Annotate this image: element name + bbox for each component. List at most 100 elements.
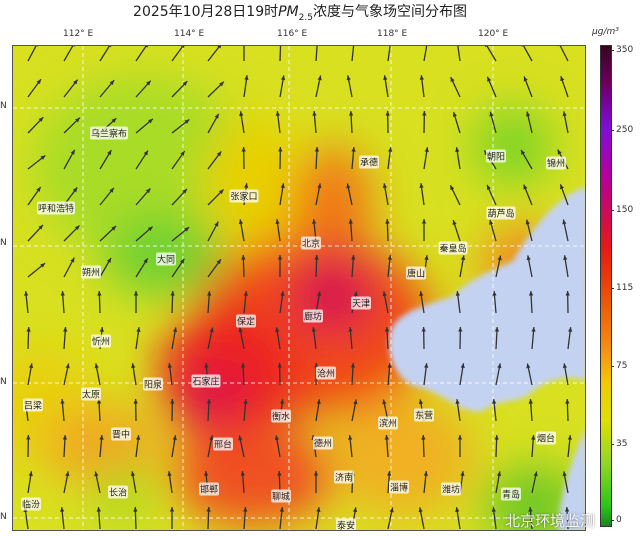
wind-arrow-head <box>240 363 246 368</box>
wind-arrow-head <box>533 471 538 477</box>
wind-arrow-head <box>277 255 283 260</box>
wind-arrow-head <box>388 147 393 152</box>
wind-arrow-head <box>419 291 424 297</box>
wind-arrow-head <box>562 363 568 369</box>
wind-arrow-head <box>111 225 117 231</box>
wind-arrow-head <box>60 507 65 512</box>
city-label: 唐山 <box>405 266 427 280</box>
wind-arrow-head <box>348 111 354 116</box>
wind-arrow-head <box>458 327 463 332</box>
wind-arrow-head <box>492 291 497 296</box>
wind-arrow-head <box>450 185 455 191</box>
city-label: 淄博 <box>388 480 410 494</box>
wind-arrow-head <box>280 75 286 81</box>
wind-arrow-head <box>37 46 39 47</box>
city-label: 济南 <box>333 470 355 484</box>
wind-arrow-head <box>240 471 245 476</box>
wind-arrow-head <box>348 219 353 224</box>
wind-arrow-head <box>385 219 390 224</box>
wind-arrow-head <box>351 147 356 152</box>
wind-arrow-head <box>455 507 460 513</box>
wind-arrow-head <box>72 187 78 193</box>
wind-arrow-head <box>147 226 153 232</box>
city-label: 德州 <box>312 436 334 450</box>
lat-label: N <box>0 377 7 387</box>
city-label: 阳泉 <box>142 377 164 391</box>
wind-arrow-head <box>525 111 531 117</box>
wind-arrow-head <box>492 399 497 404</box>
wind-arrow <box>522 46 533 62</box>
wind-arrow-head <box>317 183 322 189</box>
wind-arrow-head <box>562 219 567 225</box>
city-label: 潍坊 <box>440 482 462 496</box>
wind-arrow-head <box>562 471 567 477</box>
city-label: 邢台 <box>212 437 234 451</box>
city-label: 大同 <box>155 252 177 266</box>
wind-arrow-head <box>452 220 457 226</box>
colorbar-unit: μg/m³ <box>592 27 619 37</box>
wind-arrow-head <box>133 507 138 512</box>
city-label: 长治 <box>107 485 129 499</box>
sea <box>389 186 585 530</box>
wind-arrow-head <box>387 255 392 260</box>
wind-arrow-head <box>353 291 358 297</box>
wind-arrow <box>351 46 355 62</box>
wind-arrow-head <box>560 76 565 82</box>
wind-arrow-head <box>389 507 394 513</box>
city-label: 天津 <box>350 296 372 310</box>
wind-arrow-head <box>280 183 285 189</box>
wind-arrow <box>457 46 461 62</box>
wind-arrow-head <box>521 149 526 155</box>
wind-arrow-head <box>62 435 68 440</box>
wind-arrow-head <box>278 147 283 152</box>
wind-arrow-head <box>277 471 282 476</box>
city-label: 廊坊 <box>302 309 324 323</box>
wind-arrow-head <box>109 80 115 85</box>
wind-arrow-head <box>487 76 492 82</box>
wind-arrow-head <box>172 435 177 441</box>
wind-arrow-head <box>216 151 222 157</box>
city-label: 呼和浩特 <box>36 201 76 215</box>
city-label: 衡水 <box>270 409 292 423</box>
wind-arrow-head <box>460 255 466 261</box>
wind-arrow-head <box>314 255 319 260</box>
wind-arrow-head <box>106 257 111 263</box>
lon-label: 116° E <box>277 29 308 39</box>
wind-arrow-head <box>145 188 151 194</box>
wind-arrow-head <box>384 327 390 332</box>
wind-arrow-head <box>146 80 151 86</box>
wind-arrow-head <box>383 75 388 81</box>
wind-arrow-head <box>241 147 246 152</box>
wind-arrow-head <box>143 258 148 264</box>
wind-arrow-head <box>316 507 321 512</box>
city-label: 泰安 <box>335 518 357 530</box>
wind-arrow-head <box>384 435 389 440</box>
watermark: 北京环境监测 <box>505 512 596 530</box>
wind-arrow-head <box>214 113 219 119</box>
wind-arrow-head <box>75 117 80 123</box>
title-pm-sub: 2.5 <box>298 12 313 23</box>
colorbar-tick: 115 <box>610 283 634 293</box>
wind-arrow-head <box>382 291 387 297</box>
lon-label: 114° E <box>174 29 205 39</box>
wind-arrow-head <box>497 363 502 369</box>
wind-arrow-head <box>531 327 536 332</box>
wind-arrow-head <box>172 327 178 333</box>
wind-arrow-head <box>40 155 46 160</box>
colorbar <box>600 45 612 527</box>
wind-arrow-head <box>72 46 75 47</box>
map-title: 2025年10月28日19时PM2.5浓度与气象场空间分布图 <box>0 1 600 23</box>
colorbar-tick: 35 <box>610 439 628 449</box>
city-label: 沧州 <box>315 366 337 380</box>
wind-arrow-head <box>63 327 68 332</box>
wind-arrow-head <box>346 75 351 81</box>
wind-arrow-head <box>167 363 172 368</box>
city-label: 葫芦岛 <box>486 206 516 220</box>
wind-arrow-head <box>421 219 427 224</box>
wind-arrow-head <box>111 118 117 123</box>
wind-arrow-head <box>565 399 570 404</box>
wind-arrow-head <box>107 150 112 156</box>
wind-arrow-head <box>180 150 185 156</box>
city-label: 朔州 <box>80 265 102 279</box>
wind-arrow-head <box>170 291 175 296</box>
